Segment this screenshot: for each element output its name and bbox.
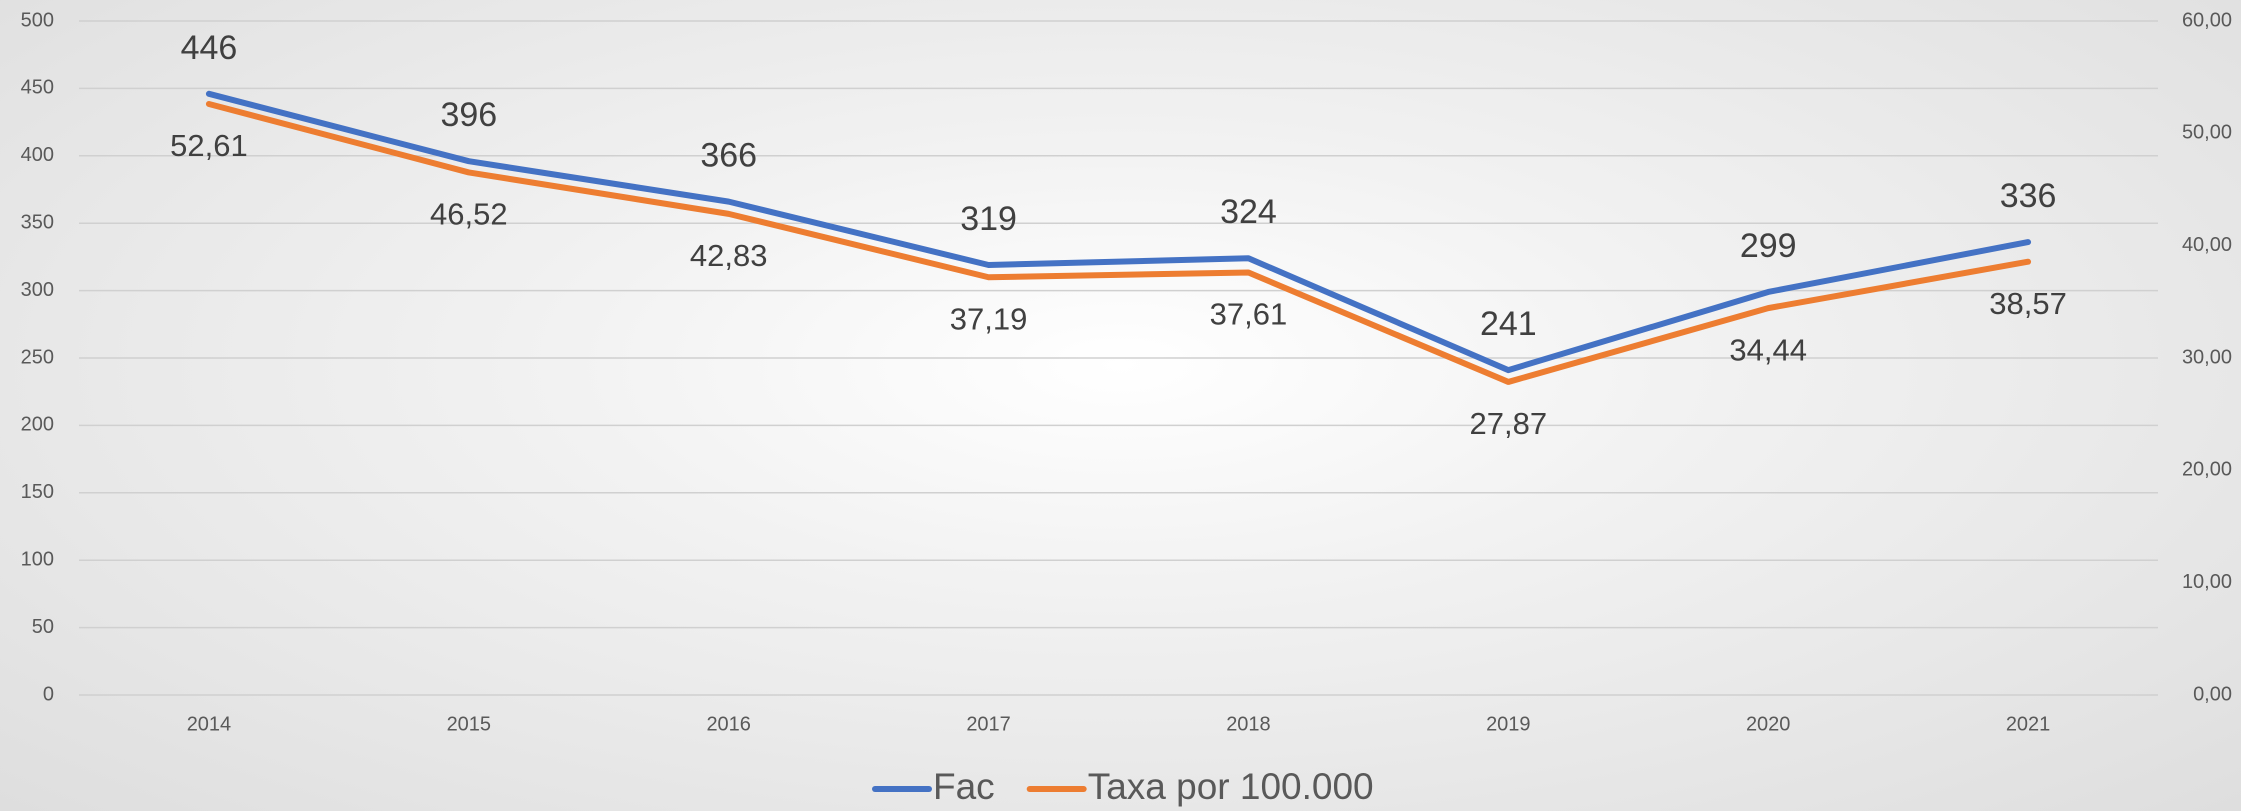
data-label: 46,52 bbox=[430, 197, 508, 232]
data-label: 396 bbox=[440, 96, 497, 134]
y-tick-label: 500 bbox=[21, 9, 54, 31]
y-tick-label: 100 bbox=[21, 548, 54, 570]
y-tick-label: 400 bbox=[21, 144, 54, 166]
y2-tick-label: 50,00 bbox=[2182, 122, 2232, 144]
data-label: 336 bbox=[2000, 177, 2057, 215]
data-label: 37,19 bbox=[950, 301, 1028, 336]
x-tick-label: 2021 bbox=[2006, 713, 2051, 735]
y-tick-label: 450 bbox=[21, 77, 54, 99]
series-line bbox=[205, 90, 2032, 374]
legend-label: Fac bbox=[933, 766, 995, 807]
x-tick-label: 2014 bbox=[187, 713, 232, 735]
y2-tick-label: 20,00 bbox=[2182, 459, 2232, 481]
y-tick-label: 0 bbox=[43, 683, 54, 705]
data-label: 42,83 bbox=[690, 238, 768, 273]
legend-label: Taxa por 100.000 bbox=[1088, 766, 1374, 807]
y2-tick-label: 10,00 bbox=[2182, 571, 2232, 593]
series-line bbox=[205, 101, 2032, 385]
data-label: 37,61 bbox=[1210, 297, 1288, 332]
y-tick-label: 350 bbox=[21, 211, 54, 233]
y2-tick-label: 40,00 bbox=[2182, 234, 2232, 256]
data-label: 38,57 bbox=[1989, 286, 2067, 321]
y-tick-label: 300 bbox=[21, 279, 54, 301]
data-label: 324 bbox=[1220, 193, 1277, 231]
data-label: 446 bbox=[181, 29, 238, 67]
x-tick-label: 2020 bbox=[1746, 713, 1791, 735]
data-label: 319 bbox=[960, 200, 1017, 238]
data-label: 34,44 bbox=[1729, 332, 1807, 367]
x-tick-label: 2017 bbox=[966, 713, 1011, 735]
x-tick-label: 2015 bbox=[447, 713, 492, 735]
y2-tick-label: 0,00 bbox=[2193, 683, 2232, 705]
y2-tick-label: 30,00 bbox=[2182, 346, 2232, 368]
y-tick-label: 200 bbox=[21, 414, 54, 436]
data-label: 27,87 bbox=[1470, 406, 1548, 441]
y-tick-label: 50 bbox=[32, 616, 54, 638]
y-tick-label: 250 bbox=[21, 346, 54, 368]
y-tick-label: 150 bbox=[21, 481, 54, 503]
data-label: 299 bbox=[1740, 227, 1797, 265]
x-tick-label: 2019 bbox=[1486, 713, 1531, 735]
data-label: 241 bbox=[1480, 305, 1537, 343]
x-tick-label: 2018 bbox=[1226, 713, 1271, 735]
y2-tick-label: 60,00 bbox=[2182, 9, 2232, 31]
data-label: 366 bbox=[700, 137, 757, 175]
x-tick-label: 2016 bbox=[706, 713, 751, 735]
data-label: 52,61 bbox=[170, 128, 248, 163]
